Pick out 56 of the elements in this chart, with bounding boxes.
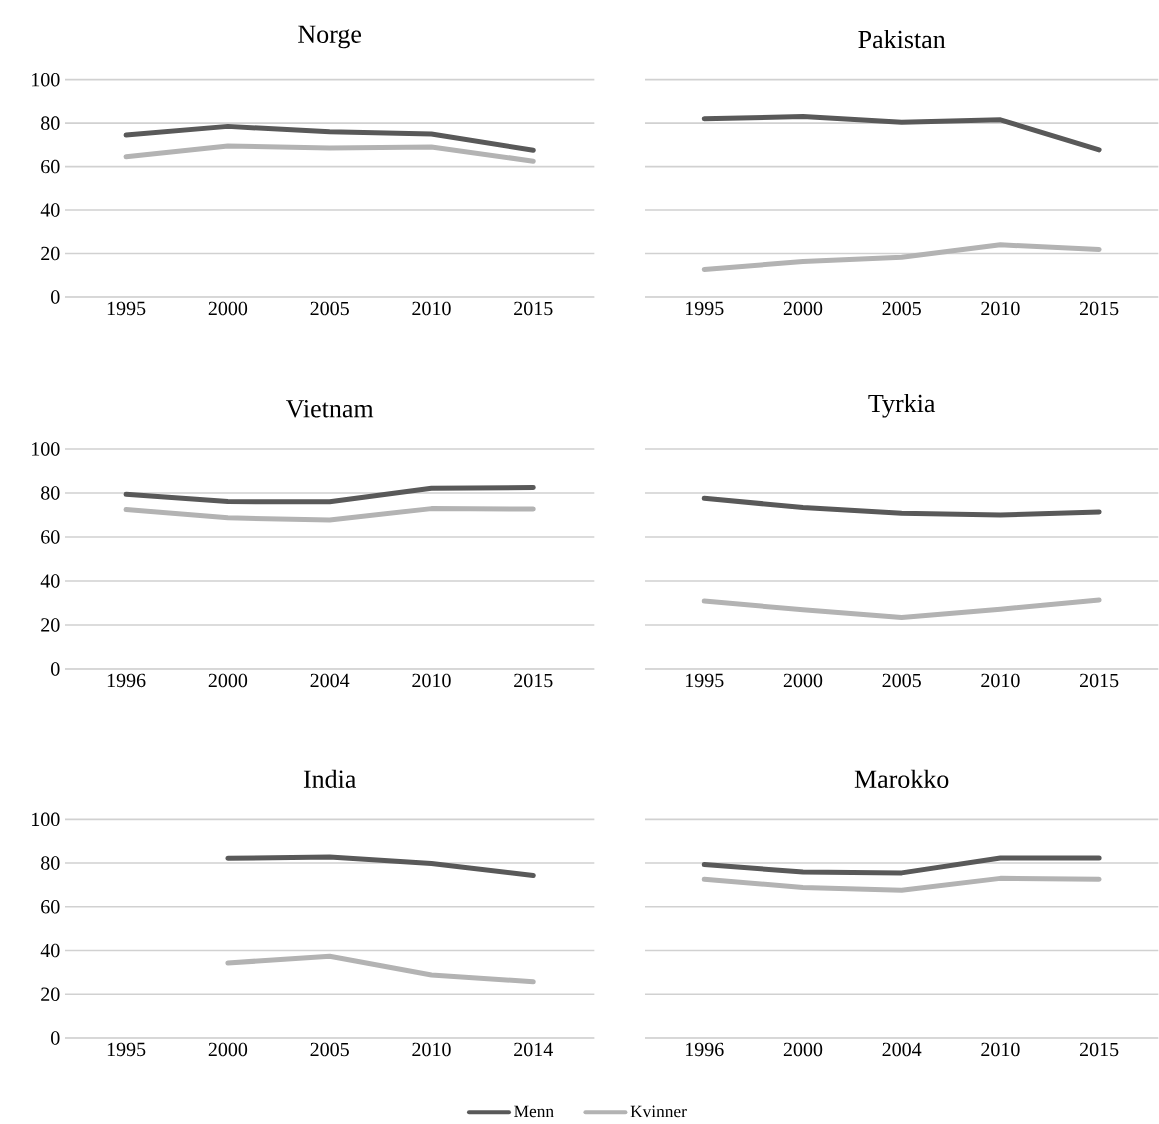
x-tick-label: 2010 [412,1042,451,1057]
chart-title: Tyrkia [868,393,936,418]
x-tick-label: 2005 [882,301,921,316]
x-tick-label: 2015 [1079,673,1119,688]
x-tick-label: 1995 [107,1042,146,1057]
x-tick-label: 2014 [514,1042,553,1057]
legend-label: Kvinner [630,1105,687,1118]
x-tick-label: 2000 [208,673,248,688]
y-tick-label: 0 [51,1031,60,1045]
y-tick-label: 0 [51,662,60,676]
y-tick-label: 60 [41,159,60,174]
y-tick-label: 100 [32,442,60,456]
y-tick-label: 40 [40,943,60,958]
x-tick-label: 2004 [310,673,350,688]
x-tick-label: 2000 [783,301,823,316]
y-tick-label: 40 [40,203,60,217]
y-tick-label: 20 [41,618,60,632]
y-tick-label: 80 [41,116,60,130]
y-tick-label: 60 [41,530,60,544]
x-tick-label: 2015 [1079,301,1119,316]
x-tick-label: 2000 [783,673,823,688]
chart-title: India [303,769,357,788]
y-tick-label: 40 [40,574,60,588]
x-tick-label: 2010 [981,673,1020,688]
y-tick-label: 80 [41,486,60,500]
x-tick-label: 2000 [208,301,248,316]
y-tick-label: 80 [41,856,60,870]
legend-label: Menn [514,1105,554,1118]
chart-title: Norge [298,25,362,49]
x-tick-label: 1995 [686,301,724,316]
x-tick-label: 2010 [981,301,1020,316]
x-tick-label: 2004 [882,1042,922,1057]
y-tick-label: 100 [32,812,60,827]
chart-title: Pakistan [858,30,946,49]
y-tick-label: 60 [41,900,60,914]
y-tick-label: 20 [41,246,60,261]
x-tick-label: 2010 [412,301,451,316]
x-tick-label: 2015 [514,673,553,688]
x-tick-label: 2010 [412,673,451,688]
x-tick-label: 2000 [783,1042,823,1057]
x-tick-label: 2005 [310,301,349,316]
x-tick-label: 2005 [310,1042,349,1057]
chart-title: Marokko [854,769,949,788]
x-tick-label: 2005 [882,673,921,688]
chart-title: Vietnam [285,400,374,418]
x-tick-label: 1996 [107,673,146,688]
x-tick-label: 1995 [107,301,146,316]
x-tick-label: 1995 [686,673,724,688]
y-tick-label: 100 [32,72,60,87]
x-tick-label: 2015 [1079,1042,1119,1057]
y-tick-label: 0 [51,290,60,304]
x-tick-label: 1996 [685,1042,724,1057]
x-tick-label: 2000 [208,1042,248,1057]
y-tick-label: 20 [41,987,60,1002]
x-tick-label: 2015 [514,301,553,316]
x-tick-label: 2010 [981,1042,1020,1057]
